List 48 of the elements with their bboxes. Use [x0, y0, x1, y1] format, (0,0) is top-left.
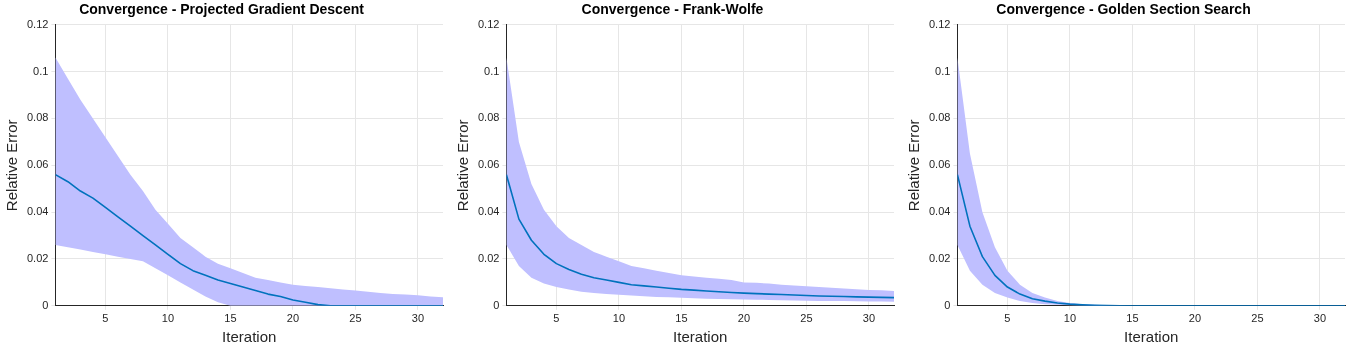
y-tick-label: 0.12	[928, 17, 951, 30]
x-axis-title: Iteration	[1124, 328, 1179, 346]
y-tick-label: 0.1	[484, 64, 500, 77]
y-tick-label: 0.06	[477, 158, 500, 171]
y-tick-label: 0.12	[477, 17, 500, 30]
x-tick-label: 5	[102, 312, 109, 325]
y-tick-label: 0	[42, 298, 49, 311]
x-tick-label: 5	[1004, 312, 1011, 325]
x-axis-title: Iteration	[673, 328, 728, 346]
x-tick-label: 10	[1063, 312, 1077, 325]
y-tick-label: 0.1	[33, 64, 49, 77]
x-tick-label: 30	[1313, 312, 1327, 325]
y-tick-label: 0.12	[26, 17, 49, 30]
y-axis-title: Relative Error	[905, 119, 923, 212]
x-tick-label: 20	[737, 312, 751, 325]
x-axis-title: Iteration	[222, 328, 277, 346]
y-tick-label: 0.02	[26, 252, 49, 264]
x-tick-label: 25	[349, 312, 362, 325]
x-tick-label: 25	[1251, 312, 1264, 325]
y-tick-label: 0.04	[26, 205, 49, 218]
chart-title: Convergence - Golden Section Search	[996, 1, 1251, 18]
y-tick-label: 0.04	[928, 205, 951, 218]
chart-title: Convergence - Projected Gradient Descent	[79, 1, 365, 18]
y-axis-title: Relative Error	[3, 119, 21, 212]
y-tick-label: 0.08	[928, 111, 951, 124]
x-tick-label: 30	[862, 312, 876, 325]
x-tick-label: 15	[1126, 312, 1139, 325]
x-tick-label: 25	[800, 312, 813, 325]
x-tick-label: 15	[224, 312, 237, 325]
y-tick-label: 0	[493, 298, 500, 311]
x-tick-label: 30	[411, 312, 425, 325]
y-tick-label: 0.02	[928, 252, 951, 264]
x-tick-label: 10	[161, 312, 175, 325]
x-tick-label: 10	[612, 312, 626, 325]
y-tick-label: 0.08	[477, 111, 500, 124]
y-tick-label: 0.04	[477, 205, 500, 218]
y-axis-title: Relative Error	[454, 119, 472, 212]
x-tick-label: 5	[553, 312, 560, 325]
x-tick-label: 20	[1188, 312, 1202, 325]
x-tick-label: 20	[286, 312, 300, 325]
y-tick-label: 0.06	[928, 158, 951, 171]
chart-title: Convergence - Frank-Wolfe	[581, 1, 764, 18]
y-tick-label: 0.06	[26, 158, 49, 171]
y-tick-label: 0.1	[935, 64, 951, 77]
x-tick-label: 15	[675, 312, 688, 325]
y-tick-label: 0.08	[26, 111, 49, 124]
y-tick-label: 0	[944, 298, 951, 311]
y-tick-label: 0.02	[477, 252, 500, 264]
